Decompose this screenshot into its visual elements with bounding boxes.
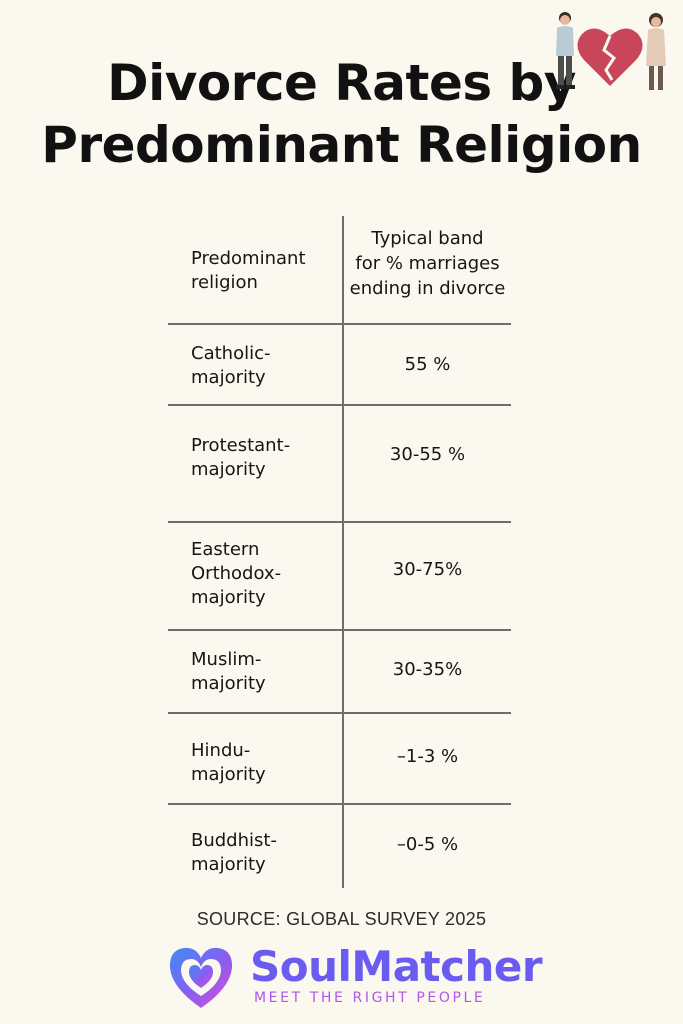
header-band-line: ending in divorce (349, 278, 506, 299)
row-divider (168, 712, 511, 714)
row-divider (168, 803, 511, 805)
table-row-band: 55 % (404, 354, 451, 375)
broken-heart-couple-icon (556, 12, 666, 90)
header-band: Typical band for % marriages ending in d… (344, 226, 511, 301)
religion-line: Catholic- (191, 343, 271, 364)
brand-tagline: MEET THE RIGHT PEOPLE (254, 990, 486, 1006)
table-row-religion: Muslim- majority (191, 648, 336, 696)
divorce-rates-table: Predominant religion Typical band for % … (168, 216, 511, 888)
table-row-religion: Buddhist- majority (191, 829, 336, 877)
religion-line: Protestant- (191, 435, 291, 456)
religion-line: Orthodox- (191, 563, 282, 584)
table-row-band: –1-3 % (396, 746, 459, 767)
row-divider (168, 629, 511, 631)
religion-line: majority (191, 764, 266, 785)
religion-line: majority (191, 587, 266, 608)
table-row-band: –0-5 % (396, 834, 459, 855)
header-band-line: Typical band (371, 228, 484, 249)
table-row-religion: Eastern Orthodox- majority (191, 538, 336, 610)
brand-name: SoulMatcher (250, 942, 543, 991)
religion-line: majority (191, 367, 266, 388)
title-line-1: Divorce Rates by (107, 54, 576, 112)
religion-line: majority (191, 459, 266, 480)
row-divider (168, 404, 511, 406)
table-row-religion: Protestant- majority (191, 434, 336, 482)
table-row-religion: Catholic- majority (191, 342, 336, 390)
religion-line: majority (191, 673, 266, 694)
religion-line: majority (191, 854, 266, 875)
religion-line: Muslim- (191, 649, 262, 670)
title-line-2: Predominant Religion (41, 116, 642, 174)
heart-logo-icon (169, 947, 233, 1008)
religion-line: Eastern (191, 539, 260, 560)
header-religion-line: Predominant (191, 248, 306, 269)
page-title: Divorce Rates by Predominant Religion (0, 52, 683, 176)
header-religion: Predominant religion (191, 247, 336, 295)
column-divider (342, 216, 344, 888)
table-row-band: 30-35% (392, 659, 463, 680)
religion-line: Buddhist- (191, 830, 277, 851)
row-divider (168, 521, 511, 523)
table-row-religion: Hindu- majority (191, 739, 336, 787)
table-row-band: 30-55 % (389, 444, 466, 465)
header-religion-line: religion (191, 272, 258, 293)
row-divider (168, 323, 511, 325)
source-note: SOURCE: GLOBAL SURVEY 2025 (196, 909, 487, 929)
header-band-line: for % marriages (355, 253, 500, 274)
table-row-band: 30-75% (392, 559, 463, 580)
religion-line: Hindu- (191, 740, 251, 761)
